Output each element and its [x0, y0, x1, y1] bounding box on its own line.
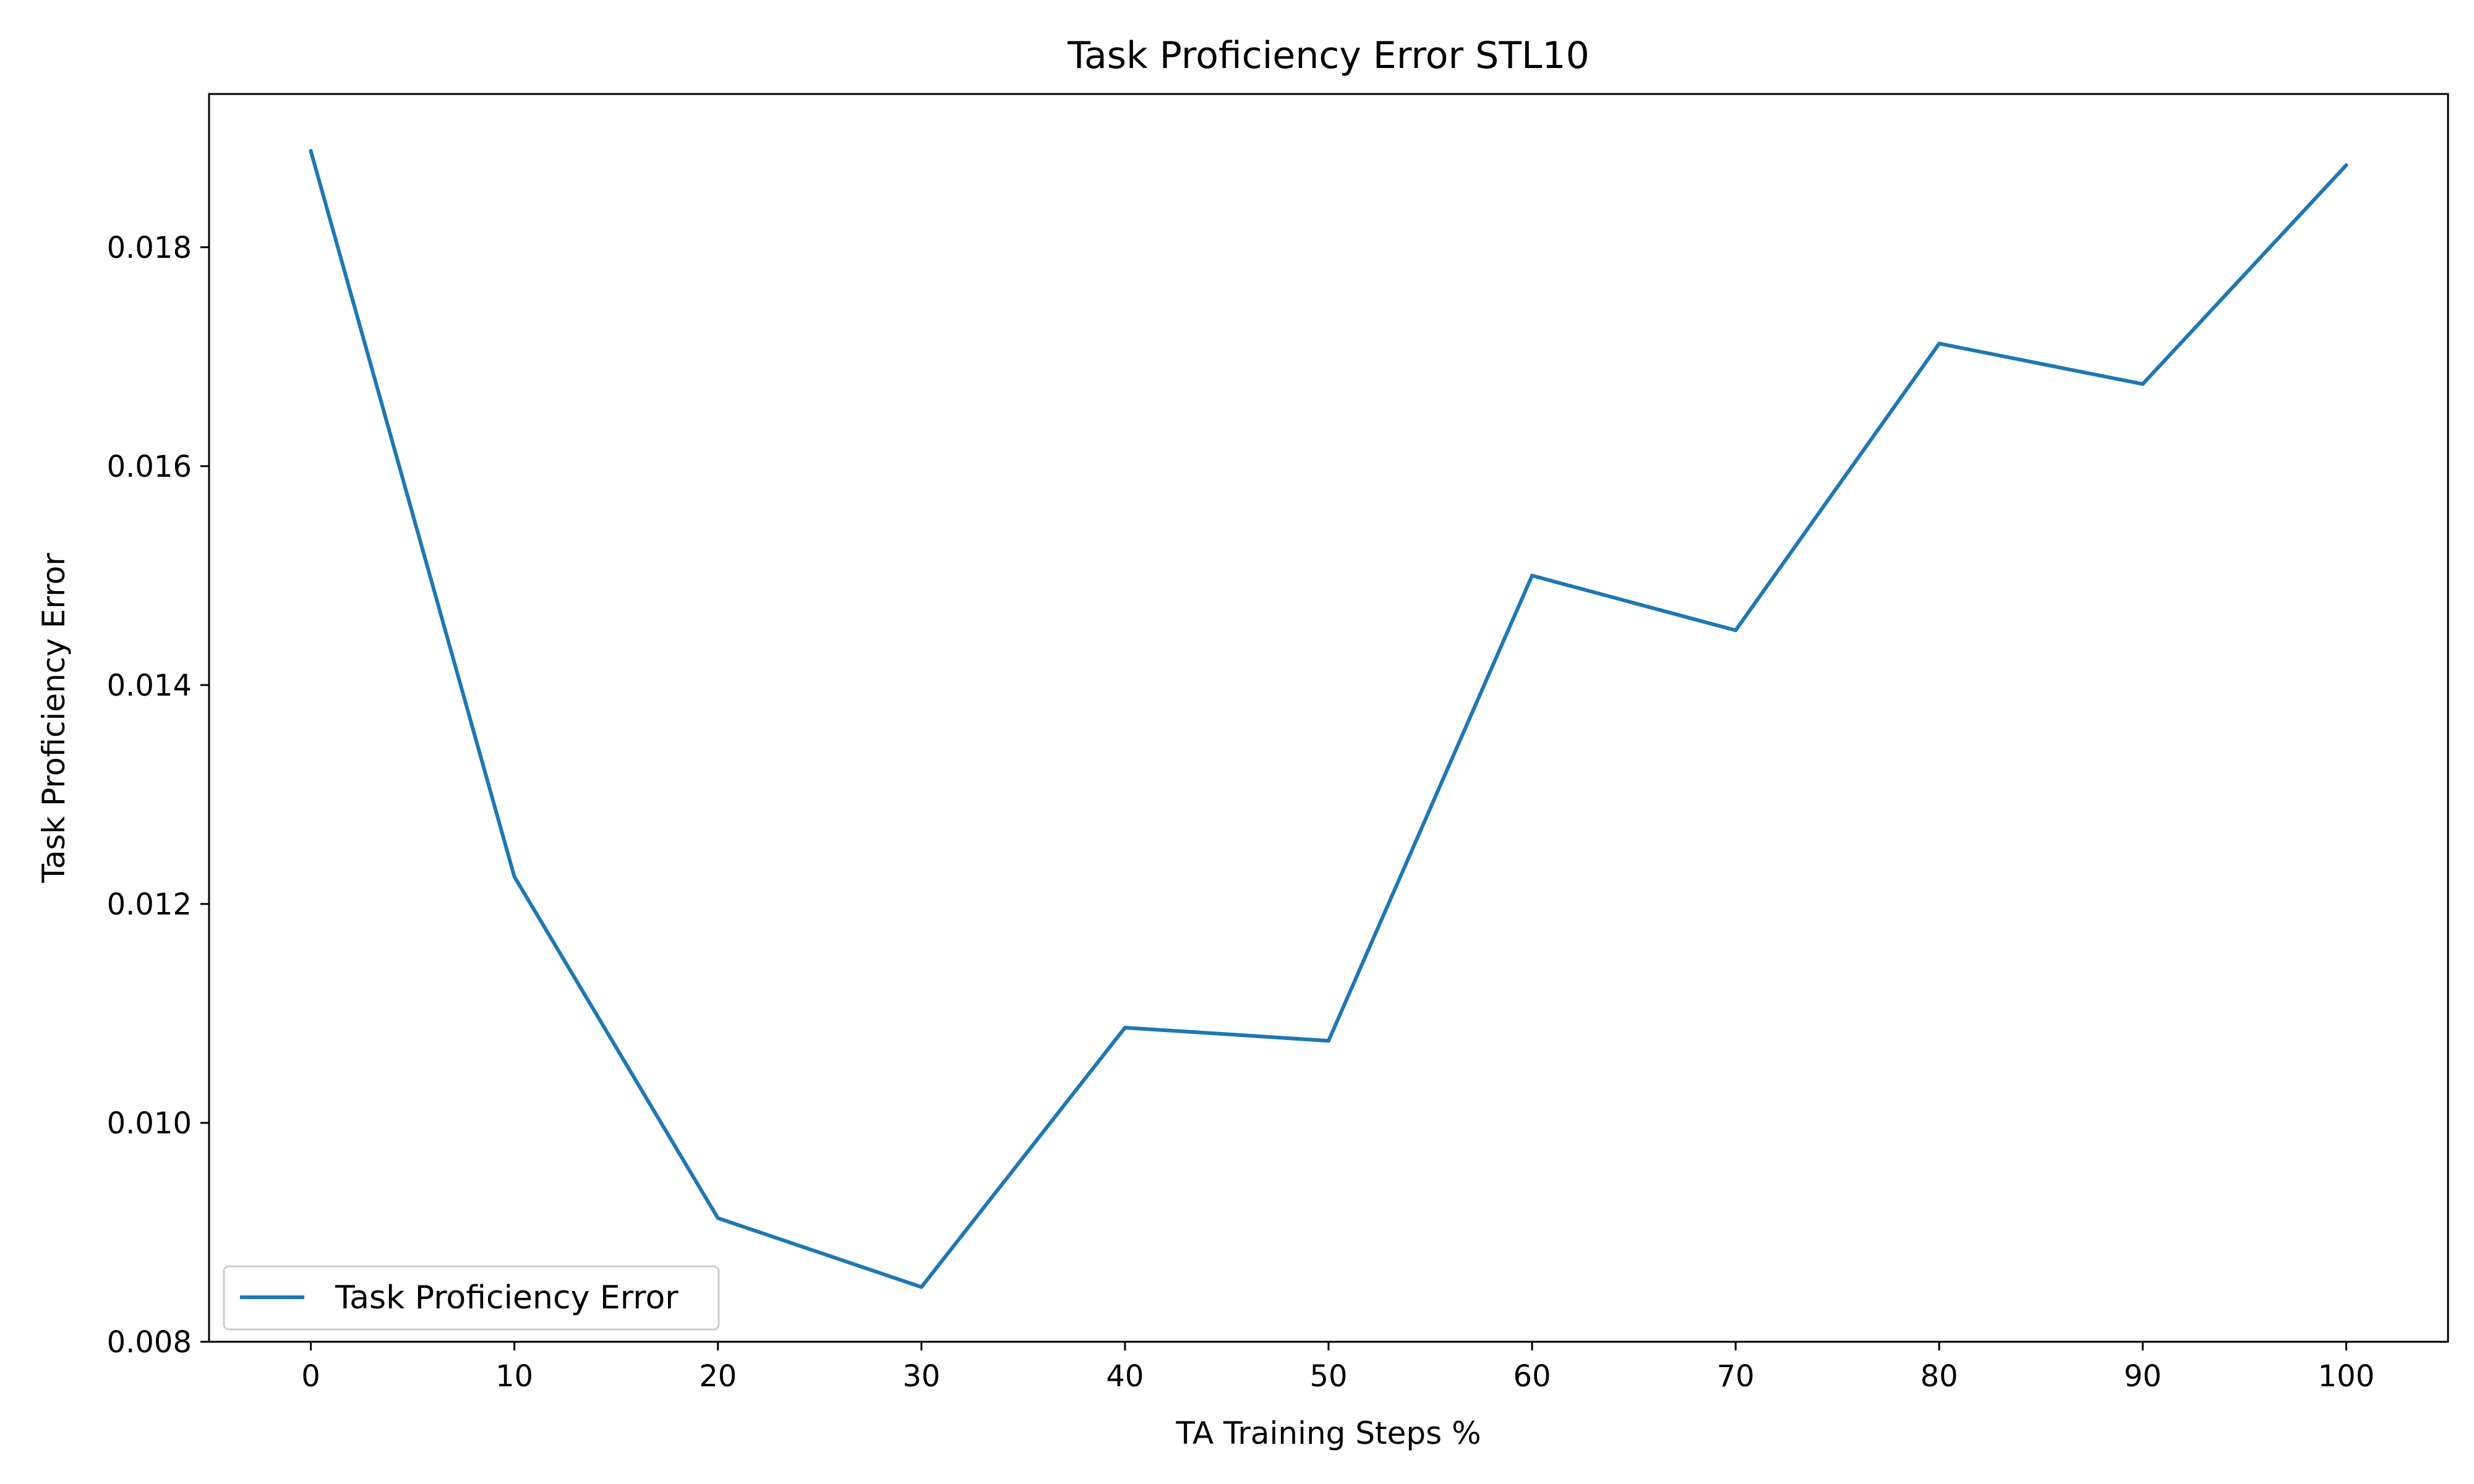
data-point	[309, 149, 313, 153]
data-point	[1530, 573, 1534, 578]
data-point	[512, 874, 516, 879]
data-point	[919, 1285, 923, 1289]
data-point	[1327, 1039, 1330, 1043]
data-point	[1734, 628, 1738, 633]
y-axis-label: Task Proficiency Error	[36, 553, 72, 884]
x-axis-label: TA Training Steps %	[1175, 1415, 1481, 1451]
x-tick-label: 20	[699, 1359, 737, 1394]
legend-box	[223, 1265, 720, 1331]
data-point	[1937, 341, 1941, 346]
x-tick-label: 0	[301, 1359, 320, 1394]
legend: Task Proficiency Error	[223, 1265, 720, 1331]
x-tick-label: 80	[1920, 1359, 1958, 1394]
data-point	[2141, 382, 2145, 386]
data-point	[2344, 163, 2348, 168]
plot-frame	[208, 93, 2449, 1343]
x-tick-label: 40	[1106, 1359, 1144, 1394]
x-tick-label: 70	[1717, 1359, 1755, 1394]
x-tick-label: 10	[495, 1359, 533, 1394]
series-layer	[309, 149, 2348, 1289]
x-tick-label: 90	[2124, 1359, 2162, 1394]
y-tick-label: 0.012	[107, 887, 192, 922]
y-tick-label: 0.016	[107, 450, 192, 484]
x-tick-label: 100	[2318, 1359, 2375, 1394]
y-tick-label: 0.014	[107, 668, 192, 703]
y-tick-label: 0.018	[107, 231, 192, 265]
data-point	[716, 1216, 720, 1220]
data-point	[1123, 1025, 1127, 1030]
legend-label: Task Proficiency Error	[335, 1279, 678, 1316]
x-tick-label: 30	[902, 1359, 940, 1394]
y-tick-label: 0.010	[107, 1106, 192, 1141]
y-tick-label: 0.008	[107, 1325, 192, 1360]
y-axis-ticks: 0.008 0.010 0.012 0.014 0.016 0.018	[107, 231, 209, 1360]
x-axis-ticks: 0 10 20 30 40 50 60 70 80 90 100	[301, 1342, 2374, 1394]
chart-title: Task Proficiency Error STL10	[1067, 34, 1590, 77]
x-tick-label: 60	[1513, 1359, 1551, 1394]
x-tick-label: 50	[1309, 1359, 1347, 1394]
